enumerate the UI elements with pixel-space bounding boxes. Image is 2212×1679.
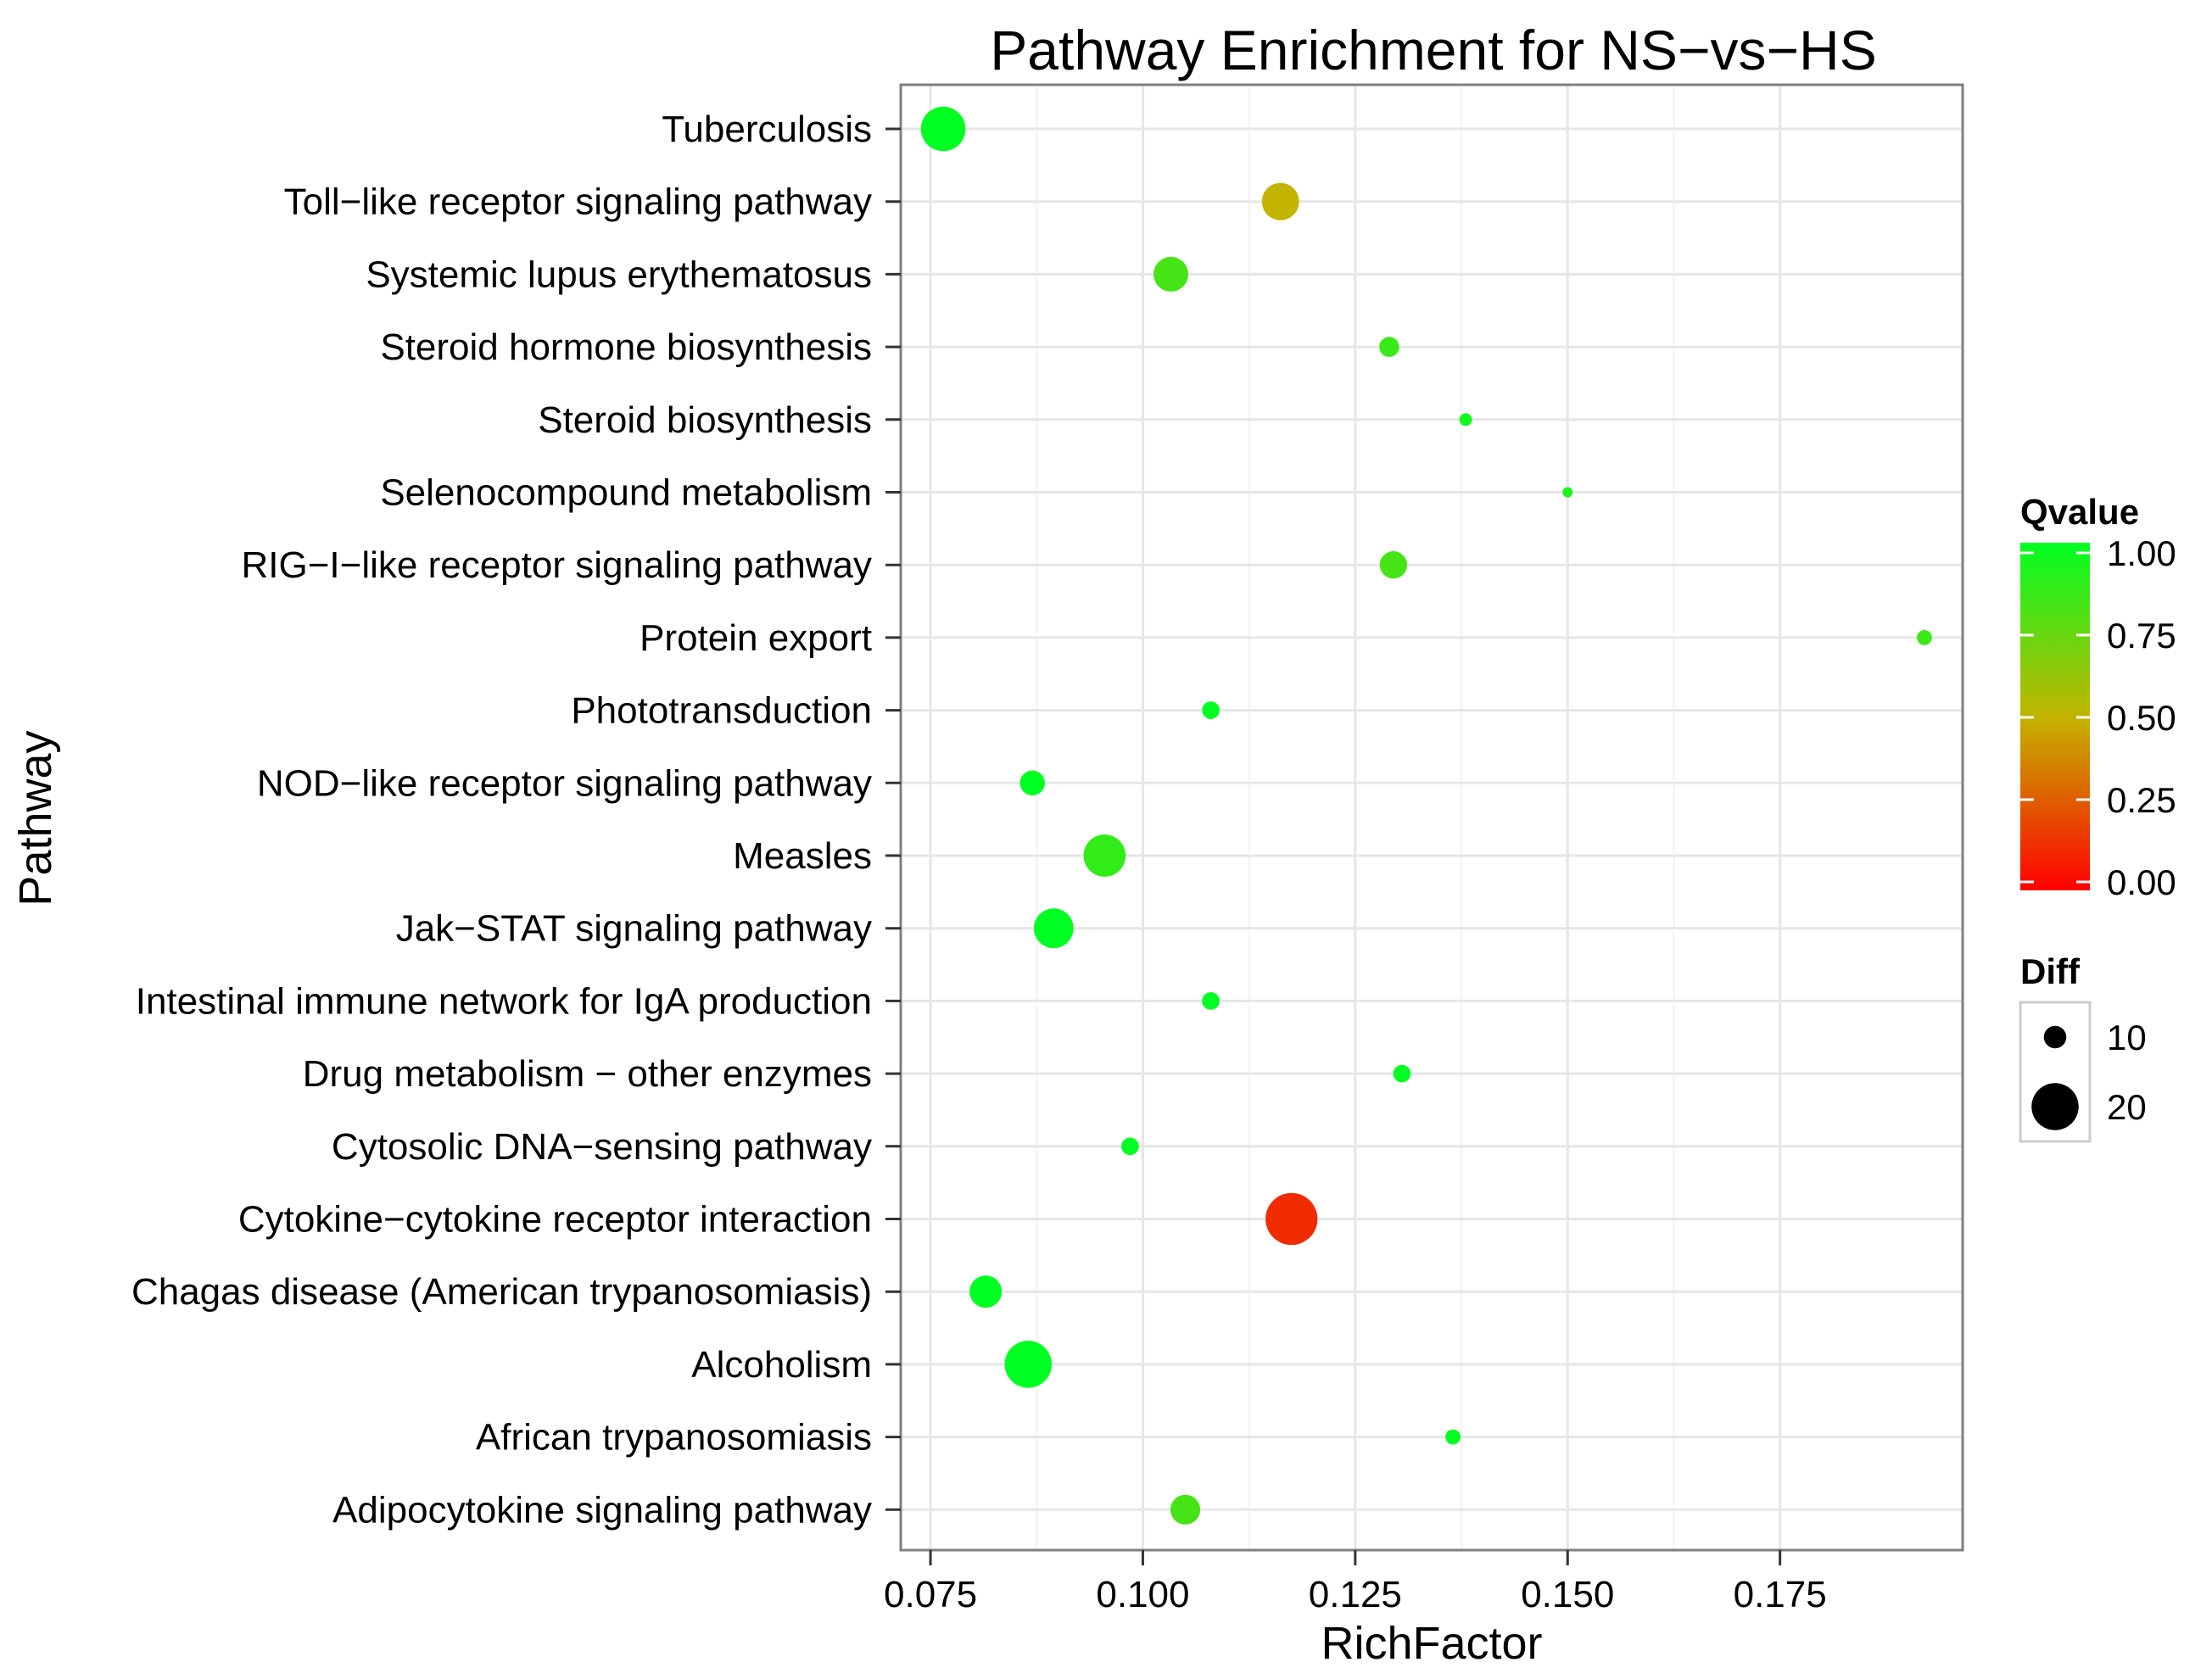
y-tick-label: Phototransduction xyxy=(571,690,872,732)
data-points xyxy=(920,106,1932,1525)
diff-legend-label: 20 xyxy=(2107,1087,2147,1127)
x-axis-title: RichFactor xyxy=(1321,1618,1542,1669)
data-point xyxy=(1445,1429,1461,1445)
data-point xyxy=(920,106,966,152)
y-tick-label: Chagas disease (American trypanosomiasis… xyxy=(131,1271,872,1313)
y-tick-label: Protein export xyxy=(640,617,872,659)
data-point xyxy=(1917,630,1932,645)
data-point xyxy=(1033,908,1074,949)
qvalue-ticks: 1.00 0.75 0.50 0.25 0.00 xyxy=(2020,533,2176,902)
x-tick-label: 0.075 xyxy=(884,1574,977,1615)
data-point xyxy=(1261,182,1299,220)
qvalue-tick-label: 1.00 xyxy=(2107,533,2176,573)
y-tick-label: Tuberculosis xyxy=(662,109,872,150)
data-point xyxy=(1562,487,1573,498)
y-tick-label: Systemic lupus erythematosus xyxy=(366,254,872,295)
x-axis: 0.075 0.100 0.125 0.150 0.175 xyxy=(884,1550,1827,1615)
y-tick-label: Intestinal immune network for IgA produc… xyxy=(136,980,872,1022)
y-tick-label: Toll−like receptor signaling pathway xyxy=(284,181,872,223)
y-tick-label: Adipocytokine signaling pathway xyxy=(332,1489,872,1531)
y-tick-label: Steroid biosynthesis xyxy=(538,399,872,441)
data-point xyxy=(1459,413,1472,427)
diff-legend-label: 10 xyxy=(2107,1018,2147,1057)
qvalue-tick-label: 0.25 xyxy=(2107,780,2176,820)
x-tick-label: 0.175 xyxy=(1734,1574,1827,1615)
data-point xyxy=(1202,992,1220,1010)
diff-legend-dot xyxy=(2043,1025,2067,1049)
y-tick-label: Jak−STAT signaling pathway xyxy=(396,908,872,950)
data-point xyxy=(1202,701,1220,719)
y-tick-label: Drug metabolism − other enzymes xyxy=(303,1053,872,1095)
y-tick-label: Selenocompound metabolism xyxy=(380,472,872,514)
diff-legend-dot xyxy=(2031,1083,2079,1130)
diff-legend: Diff 10 20 xyxy=(2019,951,2147,1143)
data-point xyxy=(1170,1494,1201,1525)
y-tick-label: RIG−I−like receptor signaling pathway xyxy=(241,544,872,586)
y-tick-label: Cytosolic DNA−sensing pathway xyxy=(332,1126,872,1168)
qvalue-tick-label: 0.50 xyxy=(2107,698,2176,738)
y-tick-label: Steroid hormone biosynthesis xyxy=(380,326,872,368)
data-point xyxy=(1153,256,1189,292)
y-tick-label: NOD−like receptor signaling pathway xyxy=(257,762,872,804)
y-tick-label: Measles xyxy=(733,835,872,877)
data-point xyxy=(1019,770,1045,795)
x-tick-label: 0.150 xyxy=(1521,1574,1614,1615)
y-tick-label: Cytokine−cytokine receptor interaction xyxy=(238,1199,872,1241)
data-point xyxy=(1265,1192,1318,1246)
data-point xyxy=(1393,1064,1411,1083)
qvalue-tick-label: 0.00 xyxy=(2107,862,2176,902)
data-point xyxy=(1083,834,1126,877)
chart-title: Pathway Enrichment for NS−vs−HS xyxy=(990,19,1876,81)
qvalue-legend-title: Qvalue xyxy=(2020,492,2139,532)
qvalue-legend: Qvalue 1.00 0.75 0.50 0.25 0.00 xyxy=(2020,492,2176,902)
data-point xyxy=(1004,1341,1052,1388)
plot-panel xyxy=(899,83,1964,1552)
y-tick-label: Alcoholism xyxy=(691,1344,872,1386)
diff-legend-title: Diff xyxy=(2020,951,2081,991)
y-axis: Tuberculosis Toll−like receptor signaling… xyxy=(131,109,901,1531)
data-point xyxy=(1379,551,1408,579)
qvalue-tick-label: 0.75 xyxy=(2107,616,2176,655)
data-point xyxy=(1121,1137,1139,1156)
y-tick-label: African trypanosomiasis xyxy=(476,1417,872,1459)
diff-legend-keys: 10 20 xyxy=(2031,1018,2147,1130)
x-tick-label: 0.125 xyxy=(1309,1574,1402,1615)
data-point xyxy=(969,1275,1003,1308)
grid xyxy=(901,85,1963,1550)
x-tick-label: 0.100 xyxy=(1096,1574,1189,1615)
data-point xyxy=(1379,337,1399,357)
y-axis-title: Pathway xyxy=(10,730,61,906)
